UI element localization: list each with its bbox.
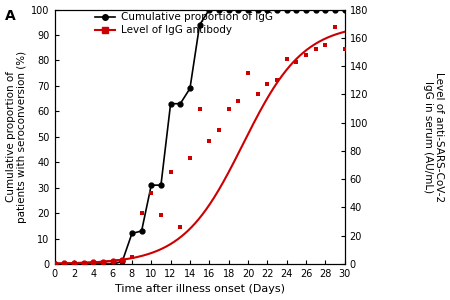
X-axis label: Time after illness onset (Days): Time after illness onset (Days) xyxy=(115,284,285,294)
Point xyxy=(206,139,213,143)
Point xyxy=(254,92,261,97)
Y-axis label: Cumulative proportion of
patients with seroconversion (%): Cumulative proportion of patients with s… xyxy=(5,51,27,223)
Point xyxy=(302,52,310,57)
Point xyxy=(322,43,329,47)
Legend: Cumulative proportion of IgG, Level of IgG antibody: Cumulative proportion of IgG, Level of I… xyxy=(94,12,273,35)
Point xyxy=(293,59,300,64)
Point xyxy=(177,225,184,230)
Point xyxy=(216,127,223,132)
Point xyxy=(148,191,155,196)
Point xyxy=(167,170,174,175)
Point xyxy=(264,82,271,87)
Point xyxy=(225,106,232,111)
Point xyxy=(244,71,252,76)
Point xyxy=(235,99,242,104)
Point xyxy=(186,156,194,161)
Point xyxy=(274,78,281,82)
Point xyxy=(341,47,348,52)
Point xyxy=(138,211,145,215)
Point xyxy=(196,106,203,111)
Point xyxy=(119,259,126,264)
Point xyxy=(283,57,290,62)
Y-axis label: Level of anti-SARS-CoV-2
IgG in serum (AU/mL): Level of anti-SARS-CoV-2 IgG in serum (A… xyxy=(423,72,445,202)
Point xyxy=(128,255,135,260)
Point xyxy=(312,47,319,52)
Text: A: A xyxy=(4,9,15,23)
Point xyxy=(331,24,338,29)
Point xyxy=(158,212,165,217)
